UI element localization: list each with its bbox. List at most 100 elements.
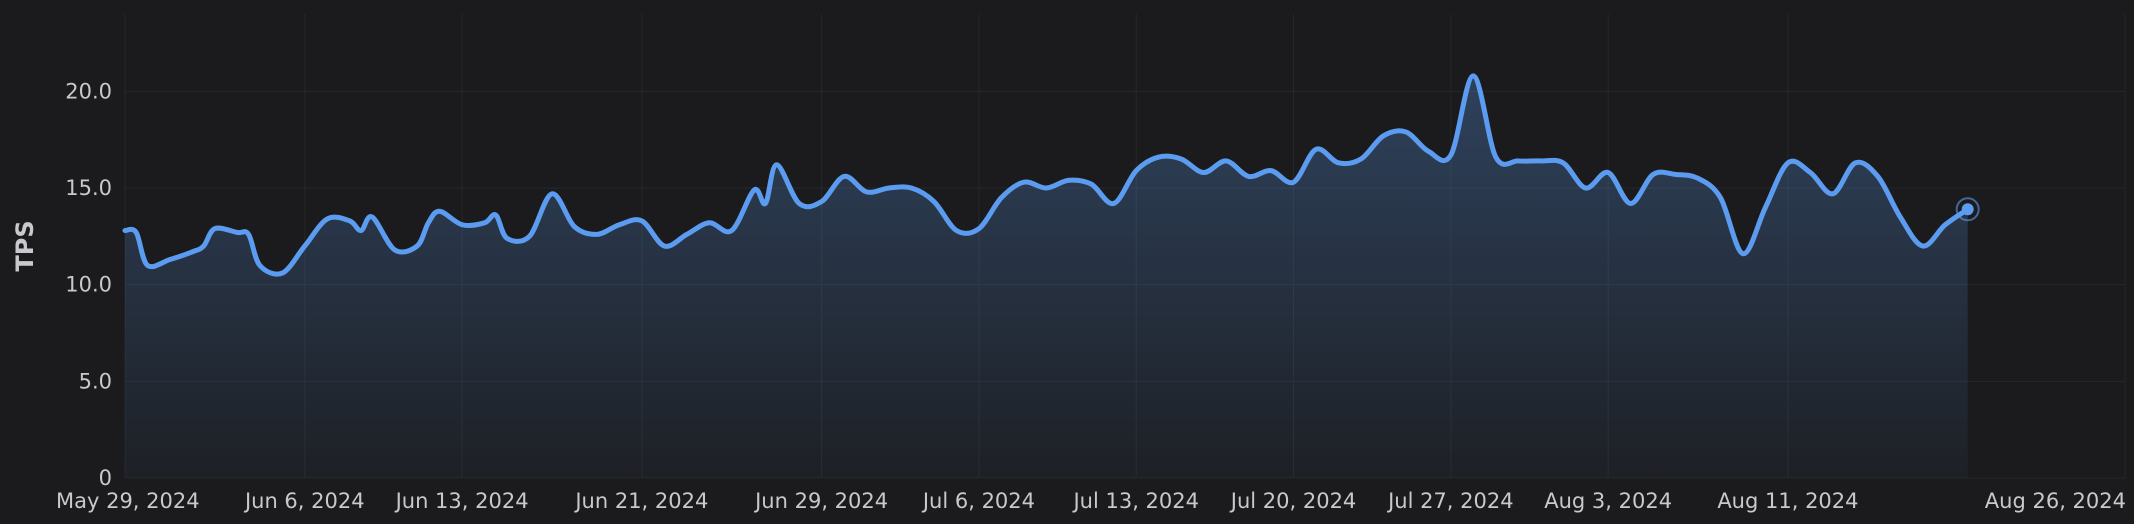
x-tick-label: Aug 3, 2024 xyxy=(1544,489,1672,513)
data-point xyxy=(394,249,395,250)
data-point xyxy=(619,224,620,225)
data-point xyxy=(1158,157,1159,158)
data-point xyxy=(1136,170,1137,171)
data-point xyxy=(169,259,170,260)
data-point xyxy=(1428,151,1429,152)
data-point xyxy=(1765,207,1766,208)
marker-dot[interactable] xyxy=(1961,203,1974,216)
data-point xyxy=(439,211,440,212)
y-tick-label: 10.0 xyxy=(65,273,112,297)
marker-ring[interactable] xyxy=(1955,197,1980,222)
data-point xyxy=(1900,217,1901,218)
data-point xyxy=(248,234,249,235)
data-point xyxy=(1495,157,1496,158)
data-point xyxy=(1608,172,1609,173)
data-point xyxy=(203,246,204,247)
data-point xyxy=(1226,160,1227,161)
data-point xyxy=(136,232,137,233)
y-tick-label: 0 xyxy=(99,466,112,490)
data-point xyxy=(821,201,822,202)
data-point xyxy=(1181,159,1182,160)
data-point xyxy=(1675,174,1676,175)
data-point xyxy=(551,193,552,194)
series-line xyxy=(122,73,1971,277)
data-point xyxy=(686,234,687,235)
data-point xyxy=(1742,253,1743,254)
data-point xyxy=(495,215,496,216)
x-tick-label: Jul 20, 2024 xyxy=(1229,489,1357,513)
data-point xyxy=(1518,160,1519,161)
data-point xyxy=(1855,162,1856,163)
data-point xyxy=(933,201,934,202)
data-point xyxy=(956,230,957,231)
x-axis-ticks: May 29, 2024 Jun 6, 2024 Jun 13, 2024 Jun 2… xyxy=(56,489,2126,513)
data-point xyxy=(1877,176,1878,177)
data-point xyxy=(641,220,642,221)
data-point xyxy=(1832,193,1833,194)
area-fill xyxy=(125,75,1968,479)
data-point xyxy=(1203,172,1204,173)
x-tick-label: Jul 6, 2024 xyxy=(921,489,1035,513)
x-tick-label: May 29, 2024 xyxy=(56,489,200,513)
data-point xyxy=(282,273,283,274)
data-point xyxy=(529,236,530,237)
data-point xyxy=(596,234,597,235)
data-point xyxy=(776,164,777,165)
x-tick-label: Jun 29, 2024 xyxy=(753,489,888,513)
last-point-marker[interactable] xyxy=(1955,197,1980,222)
data-point xyxy=(911,188,912,189)
data-point xyxy=(1563,162,1564,163)
data-point xyxy=(1630,203,1631,204)
data-point xyxy=(889,188,890,189)
data-point xyxy=(1360,159,1361,160)
series-area xyxy=(122,73,1971,479)
data-point xyxy=(214,228,215,229)
data-point xyxy=(799,203,800,204)
data-point xyxy=(1383,135,1384,136)
data-point xyxy=(1046,188,1047,189)
data-point xyxy=(349,220,350,221)
data-point xyxy=(765,203,766,204)
x-tick-label: Jun 21, 2024 xyxy=(573,489,708,513)
data-point xyxy=(327,218,328,219)
data-point xyxy=(1810,172,1811,173)
data-point xyxy=(844,176,845,177)
x-tick-label: Jul 27, 2024 xyxy=(1386,489,1514,513)
data-point xyxy=(360,230,361,231)
data-point xyxy=(1698,178,1699,179)
data-point xyxy=(237,232,238,233)
data-point xyxy=(731,230,732,231)
data-point xyxy=(866,191,867,192)
data-point xyxy=(1945,224,1946,225)
data-point xyxy=(1450,155,1451,156)
data-point xyxy=(192,251,193,252)
data-point xyxy=(372,217,373,218)
data-point xyxy=(428,222,429,223)
data-point xyxy=(1405,131,1406,132)
data-point xyxy=(125,230,126,231)
y-tick-label: 20.0 xyxy=(65,79,112,103)
x-tick-label: Jun 6, 2024 xyxy=(243,489,365,513)
data-point xyxy=(664,246,665,247)
data-point xyxy=(484,222,485,223)
data-point xyxy=(1271,170,1272,171)
y-axis-title: TPS xyxy=(11,220,39,271)
data-point xyxy=(147,265,148,266)
data-point xyxy=(1585,188,1586,189)
data-point xyxy=(1113,203,1114,204)
data-point xyxy=(1473,75,1474,76)
y-axis-ticks: 0 5.0 10.0 15.0 20.0 xyxy=(65,79,112,490)
data-point xyxy=(1720,197,1721,198)
data-point xyxy=(978,228,979,229)
data-point xyxy=(259,265,260,266)
y-tick-label: 15.0 xyxy=(65,176,112,200)
data-point xyxy=(574,226,575,227)
data-point xyxy=(1787,162,1788,163)
data-point xyxy=(462,224,463,225)
y-tick-label: 5.0 xyxy=(79,369,112,393)
x-tick-label: Jul 13, 2024 xyxy=(1071,489,1199,513)
data-point xyxy=(507,238,508,239)
data-point xyxy=(1023,182,1024,183)
data-point xyxy=(1068,180,1069,181)
